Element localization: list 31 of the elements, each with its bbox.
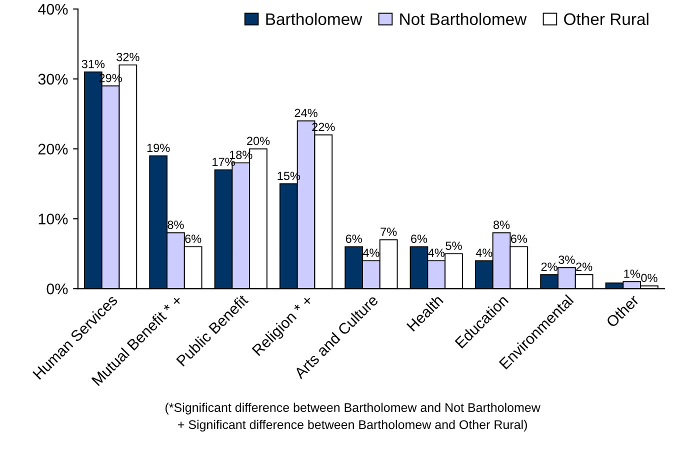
data-label: 0% [641,274,658,282]
legend-label: Bartholomew [266,12,362,26]
data-label: 3% [558,256,575,264]
data-label: 2% [541,262,558,271]
legend-label: Other Rural [564,12,648,26]
data-label: 20% [247,136,270,146]
data-label: 6% [411,234,428,243]
y-tick-label: 30% [38,74,68,85]
data-label: 31% [82,60,105,68]
data-label: 6% [510,234,528,243]
y-tick-label: 40% [38,4,68,15]
y-tick-label: 10% [38,214,68,224]
data-label: 5% [446,242,462,250]
data-label: 6% [346,234,362,243]
data-label: 2% [576,262,592,271]
data-label: 4% [428,248,444,257]
data-label: 4% [362,248,380,257]
data-label: 24% [294,108,318,118]
data-label: 7% [380,228,397,236]
data-label: 32% [116,52,140,62]
data-label: 19% [147,144,170,152]
data-label: 4% [476,248,492,257]
y-tick-label: 0% [46,284,68,294]
y-tick-label: 20% [38,144,68,155]
data-label: 17% [212,158,235,166]
data-label: 6% [185,234,202,243]
legend-label: Not Bartholomew [400,12,527,26]
data-label: 1% [624,270,640,278]
data-label: 8% [494,220,510,229]
data-label: 8% [168,220,184,229]
text: (*Significant difference between Bartholomew and Not Bartholomew + Significant difference between Bartholomew and Other Rural) [166,402,540,432]
